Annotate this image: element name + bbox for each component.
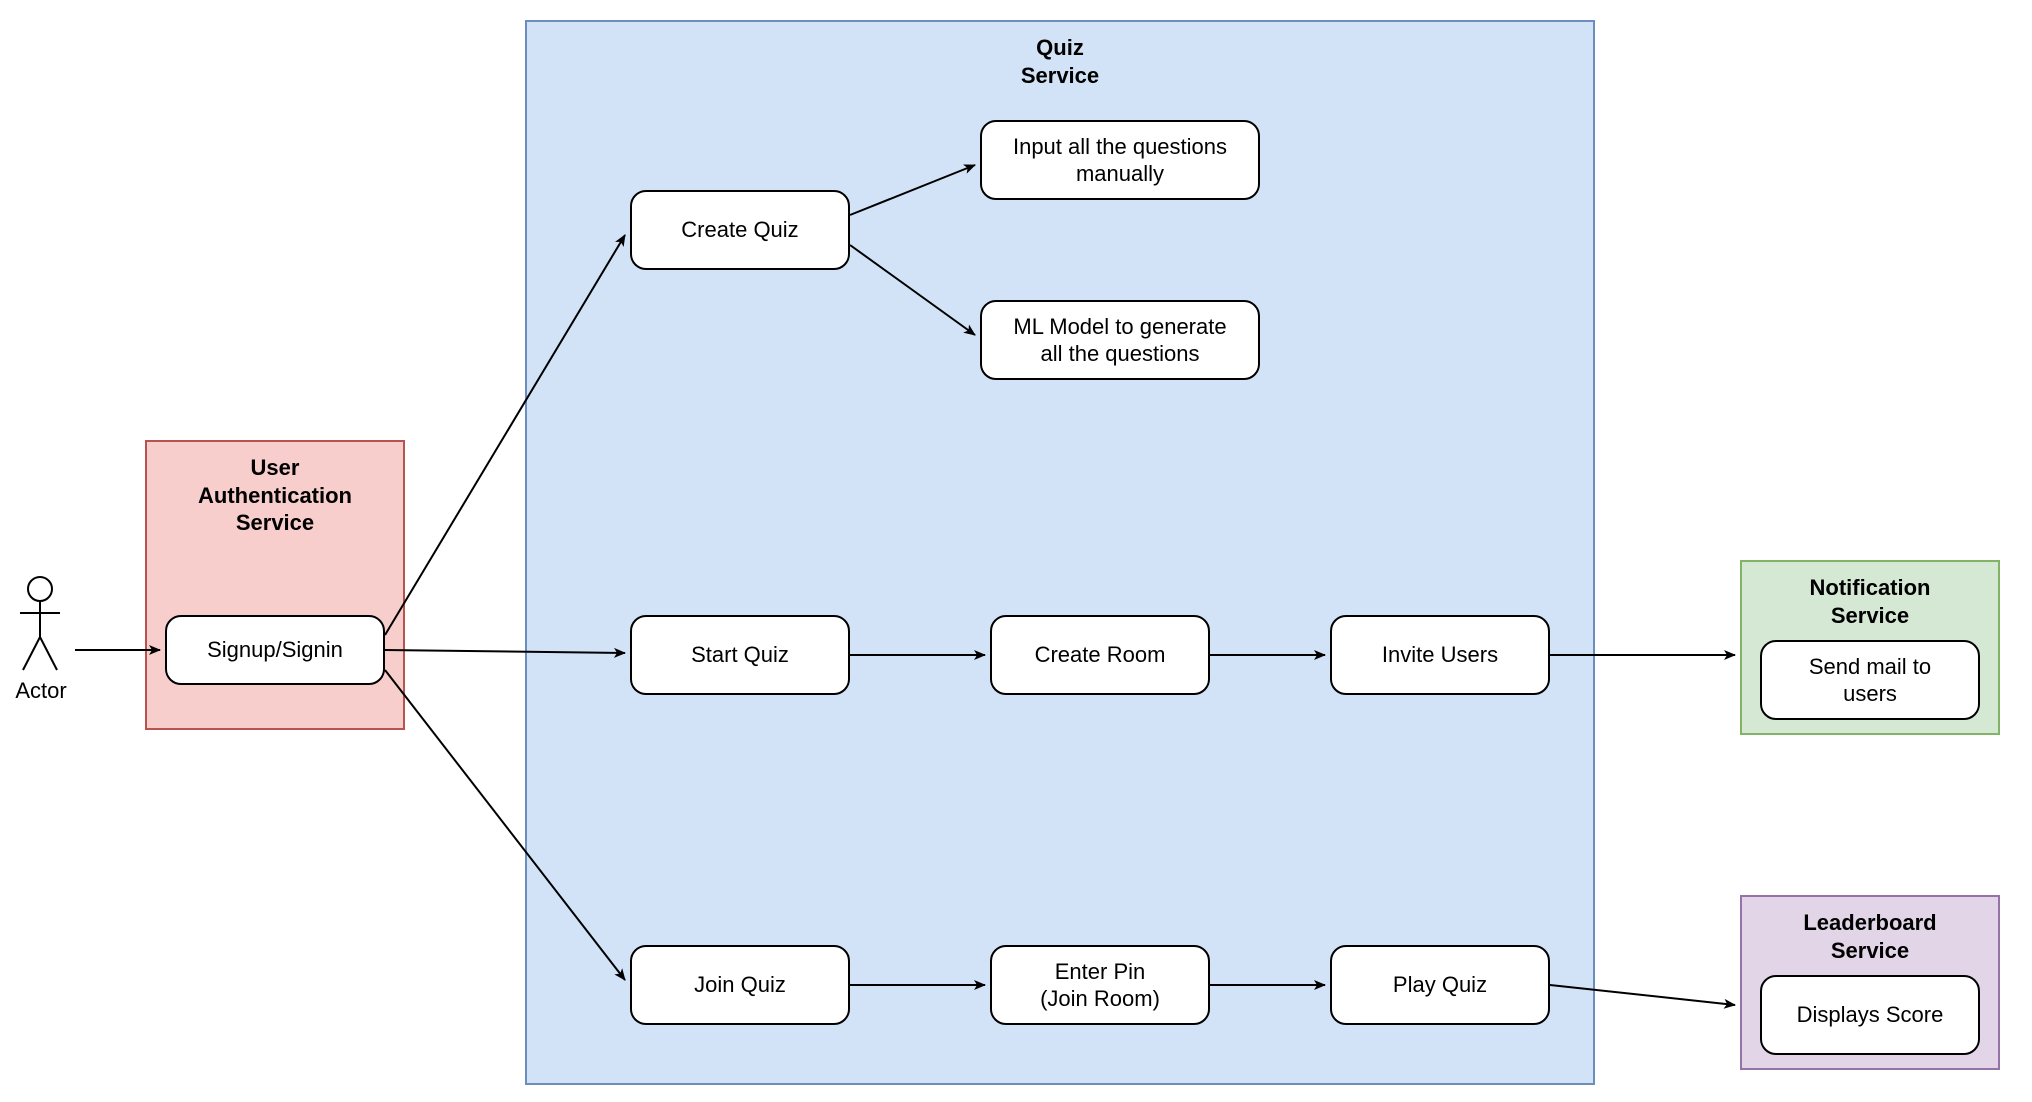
node-displays-score: Displays Score [1760, 975, 1980, 1055]
node-join-quiz: Join Quiz [630, 945, 850, 1025]
actor-label: Actor [6, 678, 76, 704]
node-play-quiz: Play Quiz [1330, 945, 1550, 1025]
node-create-quiz: Create Quiz [630, 190, 850, 270]
node-send-mail: Send mail to users [1760, 640, 1980, 720]
container-title: Notification Service [1742, 574, 1998, 629]
actor-icon [15, 575, 65, 675]
node-create-room: Create Room [990, 615, 1210, 695]
node-input-manual: Input all the questions manually [980, 120, 1260, 200]
container-title: Quiz Service [527, 34, 1593, 89]
node-invite-users: Invite Users [1330, 615, 1550, 695]
node-signup-signin: Signup/Signin [165, 615, 385, 685]
container-auth-service: User Authentication Service [145, 440, 405, 730]
container-title: Leaderboard Service [1742, 909, 1998, 964]
container-title: User Authentication Service [147, 454, 403, 537]
node-enter-pin: Enter Pin (Join Room) [990, 945, 1210, 1025]
node-ml-model: ML Model to generate all the questions [980, 300, 1260, 380]
node-start-quiz: Start Quiz [630, 615, 850, 695]
diagram-canvas: Quiz Service User Authentication Service… [0, 0, 2032, 1102]
